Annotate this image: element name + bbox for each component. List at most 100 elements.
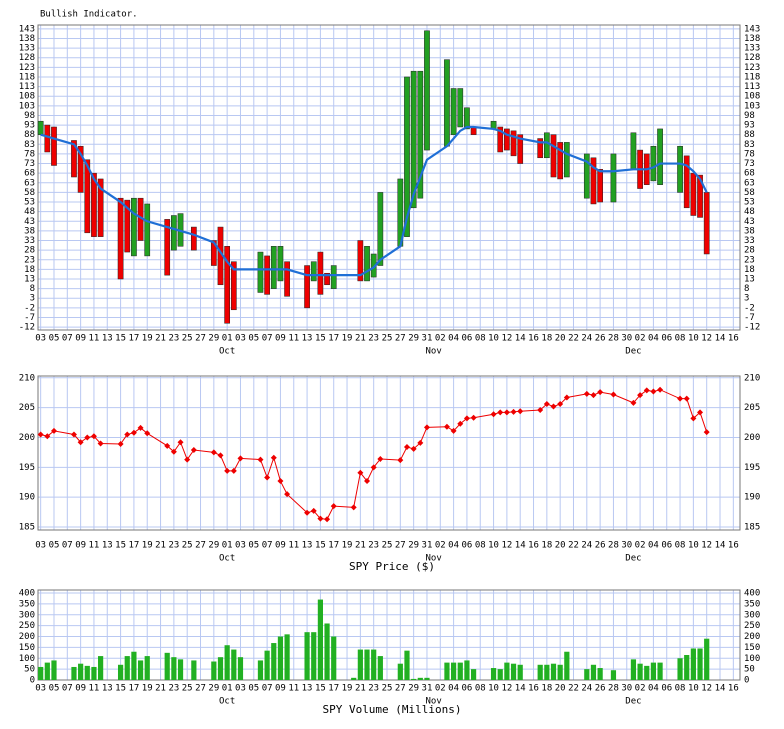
- price-marker: [543, 401, 550, 408]
- volume-bar: [510, 663, 517, 680]
- x-tick-label: 21: [155, 334, 166, 344]
- y-tick-label-right: 300: [744, 610, 760, 620]
- volume-bar: [191, 660, 197, 680]
- y-tick-label: 53: [24, 198, 35, 208]
- volume-bar: [357, 649, 363, 680]
- indicator-bar: [464, 107, 470, 130]
- volume-bar: [38, 666, 44, 680]
- indicator-bar: [517, 134, 524, 164]
- volume-bar: [84, 665, 90, 680]
- y-tick-label-right: 23: [744, 255, 755, 265]
- y-tick-label-right: 113: [744, 82, 760, 92]
- y-tick-label-right: 53: [744, 198, 755, 208]
- volume-bar: [684, 655, 690, 680]
- price-marker: [77, 439, 84, 446]
- volume-bar: [217, 657, 224, 680]
- indicator-bar: [357, 240, 364, 282]
- y-tick-label-right: 93: [744, 121, 755, 131]
- indicator-bar: [497, 126, 504, 153]
- price-marker: [590, 392, 597, 399]
- x-tick-label: 11: [288, 334, 299, 344]
- x-tick-label: 24: [581, 684, 592, 694]
- indicator-bar: [610, 153, 617, 203]
- x-tick-label: 08: [475, 541, 486, 551]
- y-tick-label-right: 63: [744, 178, 755, 188]
- x-tick-label: 17: [128, 684, 139, 694]
- y-tick-label-right: 200: [744, 433, 760, 443]
- indicator-bar: [144, 203, 151, 257]
- x-tick-label: 13: [102, 334, 113, 344]
- price-marker: [37, 431, 44, 438]
- volume-bar: [590, 664, 597, 680]
- indicator-bar: [124, 199, 131, 253]
- x-tick-label: 24: [581, 334, 592, 344]
- volume-bar: [271, 643, 277, 680]
- volume-bar: [277, 636, 284, 680]
- volume-bar: [117, 664, 124, 680]
- y-tick-label-right: 205: [744, 403, 760, 413]
- x-tick-label: 29: [208, 684, 219, 694]
- volume-bar: [237, 657, 244, 680]
- x-tick-label: 06: [462, 334, 473, 344]
- x-tick-label: 23: [168, 541, 179, 551]
- volume-bar: [78, 663, 84, 680]
- y-tick-label-right: 3: [744, 294, 749, 304]
- price-marker: [490, 411, 497, 418]
- x-tick-label: 27: [395, 334, 406, 344]
- x-tick-label: 07: [262, 334, 273, 344]
- price-marker: [690, 415, 697, 422]
- indicator-bar: [77, 145, 84, 193]
- chart-title: Bullish Indicator.: [40, 10, 138, 20]
- price-marker: [357, 469, 364, 476]
- y-tick-label-right: 18: [744, 265, 755, 275]
- x-tick-label: 13: [302, 541, 313, 551]
- volume-bar: [517, 664, 523, 680]
- indicator-bar: [317, 251, 324, 295]
- volume-bar: [677, 658, 683, 680]
- volume-bar: [51, 660, 57, 680]
- x-tick-label: 27: [195, 684, 206, 694]
- x-tick-label: 16: [528, 541, 539, 551]
- x-tick-label: 02: [635, 684, 646, 694]
- volume-bar: [324, 623, 330, 680]
- x-tick-label: 25: [182, 334, 193, 344]
- x-tick-label: 08: [675, 334, 686, 344]
- indicator-bar: [697, 174, 703, 218]
- x-tick-label: 09: [75, 684, 86, 694]
- x-tick-label: 13: [102, 684, 113, 694]
- volume-bar: [470, 669, 477, 680]
- price-marker: [470, 414, 477, 421]
- y-tick-label: 200: [19, 433, 35, 443]
- volume-bar: [637, 663, 643, 680]
- volume-bar: [331, 636, 337, 680]
- x-tick-label: 06: [661, 684, 672, 694]
- y-tick-label: 68: [24, 169, 35, 179]
- volume-bar: [311, 632, 317, 680]
- y-tick-label: 88: [24, 130, 35, 140]
- y-tick-label-right: 8: [744, 284, 749, 294]
- indicator-bar: [71, 140, 77, 178]
- y-tick-label: 73: [24, 159, 35, 169]
- price-marker: [117, 441, 124, 448]
- y-tick-label: 210: [19, 373, 35, 383]
- x-tick-label: 10: [488, 334, 499, 344]
- x-tick-label: 05: [248, 684, 259, 694]
- price-marker: [170, 448, 177, 455]
- x-tick-label: 17: [328, 334, 339, 344]
- indicator-bar: [410, 70, 417, 209]
- y-tick-label-right: 190: [744, 493, 760, 503]
- price-marker: [377, 455, 384, 462]
- price-marker: [124, 431, 131, 438]
- y-tick-label: 123: [19, 63, 35, 73]
- x-tick-label: 25: [182, 684, 193, 694]
- x-tick-label: 20: [555, 541, 566, 551]
- volume-bar: [317, 599, 323, 680]
- y-tick-label: 0: [30, 676, 35, 686]
- price-marker: [517, 408, 524, 415]
- indicator-bar: [330, 265, 337, 289]
- volume-bar: [131, 651, 137, 680]
- volume-bar: [124, 656, 130, 680]
- y-tick-label: 48: [24, 207, 35, 217]
- y-tick-label-right: 0: [744, 676, 749, 686]
- x-tick-label: 11: [89, 541, 100, 551]
